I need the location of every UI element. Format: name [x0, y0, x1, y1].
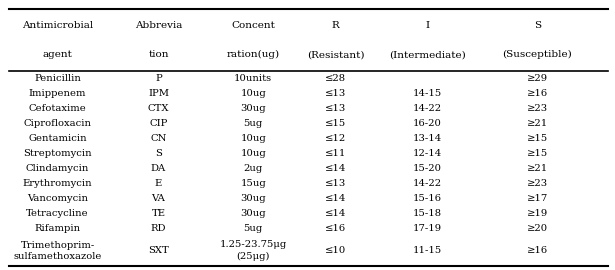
Text: P: P [155, 74, 162, 83]
Text: TE: TE [151, 209, 165, 218]
Text: Abbrevia: Abbrevia [135, 21, 182, 30]
Text: 1.25-23.75μg
(25μg): 1.25-23.75μg (25μg) [220, 241, 287, 261]
Text: SXT: SXT [148, 247, 169, 255]
Text: 14-22: 14-22 [413, 104, 442, 113]
Text: S: S [155, 149, 162, 158]
Text: Penicillin: Penicillin [34, 74, 81, 83]
Text: Trimethoprim-
sulfamethoxazole: Trimethoprim- sulfamethoxazole [14, 241, 102, 261]
Text: 5ug: 5ug [244, 119, 263, 128]
Text: 11-15: 11-15 [413, 247, 442, 255]
Text: ≥15: ≥15 [526, 149, 548, 158]
Text: 10ug: 10ug [240, 89, 266, 98]
Text: ≥19: ≥19 [526, 209, 548, 218]
Text: 30ug: 30ug [240, 194, 266, 203]
Text: IPM: IPM [148, 89, 169, 98]
Text: 2ug: 2ug [244, 164, 263, 173]
Text: 12-14: 12-14 [413, 149, 442, 158]
Text: Ciprofloxacin: Ciprofloxacin [23, 119, 92, 128]
Text: ≤11: ≤11 [325, 149, 346, 158]
Text: ≤14: ≤14 [325, 209, 346, 218]
Text: I: I [425, 21, 429, 30]
Text: 15-20: 15-20 [413, 164, 442, 173]
Text: Erythromycin: Erythromycin [23, 179, 92, 188]
Text: 17-19: 17-19 [413, 224, 442, 233]
Text: ≤14: ≤14 [325, 194, 346, 203]
Text: ≥21: ≥21 [526, 119, 548, 128]
Text: ≤28: ≤28 [325, 74, 346, 83]
Text: (Susceptible): (Susceptible) [502, 50, 572, 59]
Text: Rifampin: Rifampin [34, 224, 81, 233]
Text: Tetracycline: Tetracycline [26, 209, 89, 218]
Text: CTX: CTX [148, 104, 169, 113]
Text: 30ug: 30ug [240, 209, 266, 218]
Text: ≥16: ≥16 [526, 89, 548, 98]
Text: RD: RD [151, 224, 166, 233]
Text: DA: DA [151, 164, 166, 173]
Text: agent: agent [42, 50, 73, 59]
Text: Imippenem: Imippenem [29, 89, 87, 98]
Text: 14-15: 14-15 [413, 89, 442, 98]
Text: CIP: CIP [149, 119, 168, 128]
Text: ≤13: ≤13 [325, 89, 346, 98]
Text: ≤13: ≤13 [325, 179, 346, 188]
Text: ≥21: ≥21 [526, 164, 548, 173]
Text: 10ug: 10ug [240, 149, 266, 158]
Text: VA: VA [151, 194, 165, 203]
Text: ≤12: ≤12 [325, 134, 346, 143]
Text: (Resistant): (Resistant) [307, 50, 365, 59]
Text: Gentamicin: Gentamicin [28, 134, 87, 143]
Text: 10units: 10units [234, 74, 272, 83]
Text: 14-22: 14-22 [413, 179, 442, 188]
Text: ≥23: ≥23 [526, 179, 548, 188]
Text: ≥16: ≥16 [526, 247, 548, 255]
Text: ≤13: ≤13 [325, 104, 346, 113]
Text: ≥20: ≥20 [526, 224, 548, 233]
Text: 15-18: 15-18 [413, 209, 442, 218]
Text: CN: CN [150, 134, 167, 143]
Text: ≥15: ≥15 [526, 134, 548, 143]
Text: 30ug: 30ug [240, 104, 266, 113]
Text: 13-14: 13-14 [413, 134, 442, 143]
Text: (Intermediate): (Intermediate) [389, 50, 466, 59]
Text: ration(ug): ration(ug) [226, 50, 280, 59]
Text: ≤15: ≤15 [325, 119, 346, 128]
Text: R: R [331, 21, 339, 30]
Text: ≥23: ≥23 [526, 104, 548, 113]
Text: ≤16: ≤16 [325, 224, 346, 233]
Text: Cefotaxime: Cefotaxime [29, 104, 87, 113]
Text: ≤14: ≤14 [325, 164, 346, 173]
Text: ≥29: ≥29 [526, 74, 548, 83]
Text: Streptomycin: Streptomycin [23, 149, 92, 158]
Text: Concent: Concent [231, 21, 275, 30]
Text: ≥17: ≥17 [526, 194, 548, 203]
Text: 15ug: 15ug [240, 179, 266, 188]
Text: S: S [534, 21, 541, 30]
Text: 16-20: 16-20 [413, 119, 442, 128]
Text: 10ug: 10ug [240, 134, 266, 143]
Text: 5ug: 5ug [244, 224, 263, 233]
Text: Vancomycin: Vancomycin [27, 194, 88, 203]
Text: 15-16: 15-16 [413, 194, 442, 203]
Text: E: E [155, 179, 162, 188]
Text: Antimicrobial: Antimicrobial [22, 21, 93, 30]
Text: tion: tion [148, 50, 169, 59]
Text: Clindamycin: Clindamycin [26, 164, 89, 173]
Text: ≤10: ≤10 [325, 247, 346, 255]
